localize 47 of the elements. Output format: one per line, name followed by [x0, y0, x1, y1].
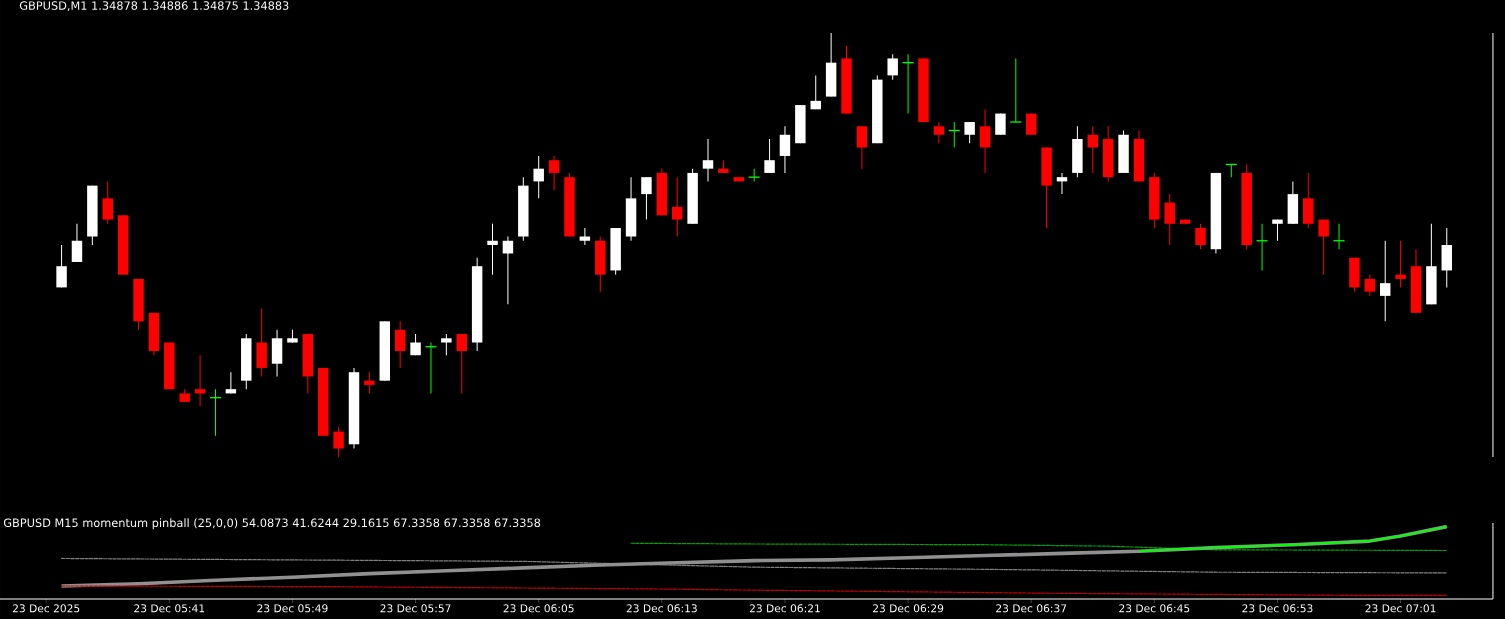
candlestick	[964, 121, 975, 144]
candlestick	[1364, 274, 1376, 297]
x-tick-label: 23 Dec 2025	[12, 604, 80, 613]
candlestick	[102, 180, 113, 225]
x-tick-label: 23 Dec 06:45	[1119, 604, 1190, 613]
candlestick	[979, 108, 991, 174]
chart-title: GBPUSD,M1 1.34878 1.34886 1.34875 1.34883	[19, 1, 289, 11]
x-tick-label: 23 Dec 06:21	[749, 604, 820, 613]
candlestick	[702, 138, 714, 182]
candlestick	[1195, 223, 1206, 250]
candlestick	[764, 138, 775, 174]
x-tick-label: 23 Dec 06:37	[996, 604, 1067, 613]
chart-title: GBPUSD M15 momentum pinball (25,0,0) 54.0873 41.6244 29.1615 67.3358 67.3358 67.3358	[3, 518, 541, 530]
candlestick	[1318, 219, 1329, 276]
candlestick	[456, 333, 467, 394]
candlestick	[71, 223, 83, 263]
candlestick	[1164, 193, 1175, 246]
candlestick	[533, 155, 544, 199]
candlestick	[810, 74, 821, 110]
candlestick	[56, 244, 67, 288]
candlestick	[933, 121, 945, 144]
x-tick-label: 23 Dec 06:29	[872, 604, 944, 613]
candlestick	[487, 223, 498, 276]
x-tick-label: 23 Dec 05:49	[257, 604, 328, 613]
candlestick	[671, 176, 683, 238]
x-tick-label: 23 Dec 07:01	[1365, 604, 1436, 613]
candlestick	[194, 354, 206, 407]
candlestick	[1056, 172, 1068, 195]
x-tick-label: 23 Dec 06:05	[503, 604, 574, 613]
x-tick-label: 23 Dec 06:53	[1242, 604, 1313, 613]
candlestick	[548, 155, 560, 191]
x-tick-label: 23 Dec 05:57	[380, 604, 451, 613]
candlestick	[779, 125, 791, 174]
x-tick-label: 23 Dec 06:13	[626, 604, 697, 613]
candlestick	[502, 236, 514, 305]
candlestick	[394, 320, 406, 369]
candlestick	[364, 371, 375, 394]
candlestick	[333, 426, 344, 457]
candlestick	[1395, 240, 1406, 288]
candlestick	[579, 227, 591, 246]
candlestick	[641, 176, 652, 221]
candlestick	[441, 333, 452, 356]
candlestick	[1379, 240, 1391, 322]
candlestick	[856, 125, 868, 170]
candlestick	[1087, 125, 1099, 174]
x-tick-label: 23 Dec 05:41	[134, 604, 205, 613]
candlestick	[887, 53, 898, 81]
